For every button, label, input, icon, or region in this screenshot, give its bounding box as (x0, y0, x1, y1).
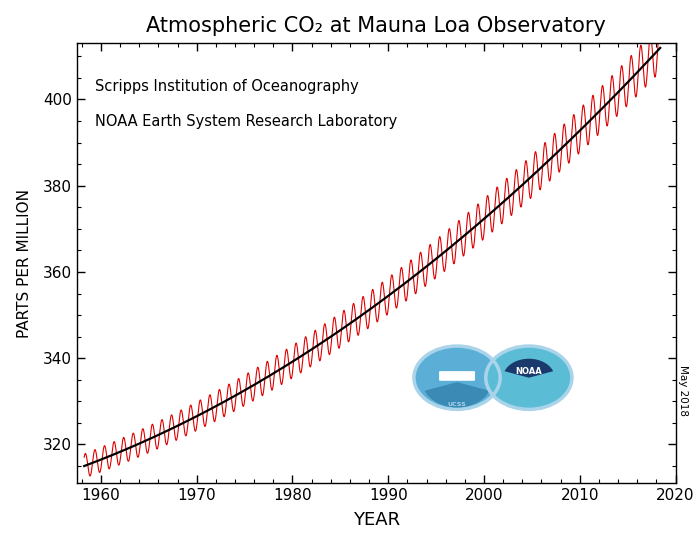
Circle shape (486, 346, 572, 409)
Y-axis label: PARTS PER MILLION: PARTS PER MILLION (17, 189, 32, 338)
FancyBboxPatch shape (439, 371, 475, 381)
Wedge shape (505, 359, 553, 378)
Circle shape (414, 346, 500, 409)
Title: Atmospheric CO₂ at Mauna Loa Observatory: Atmospheric CO₂ at Mauna Loa Observatory (146, 16, 606, 36)
Text: UCSS: UCSS (448, 402, 466, 407)
X-axis label: YEAR: YEAR (353, 512, 400, 529)
Wedge shape (425, 382, 489, 407)
Text: NOAA: NOAA (515, 367, 543, 376)
Text: NOAA Earth System Research Laboratory: NOAA Earth System Research Laboratory (95, 114, 397, 129)
Text: May 2018: May 2018 (678, 365, 688, 416)
Text: Scripps Institution of Oceanography: Scripps Institution of Oceanography (95, 79, 358, 93)
